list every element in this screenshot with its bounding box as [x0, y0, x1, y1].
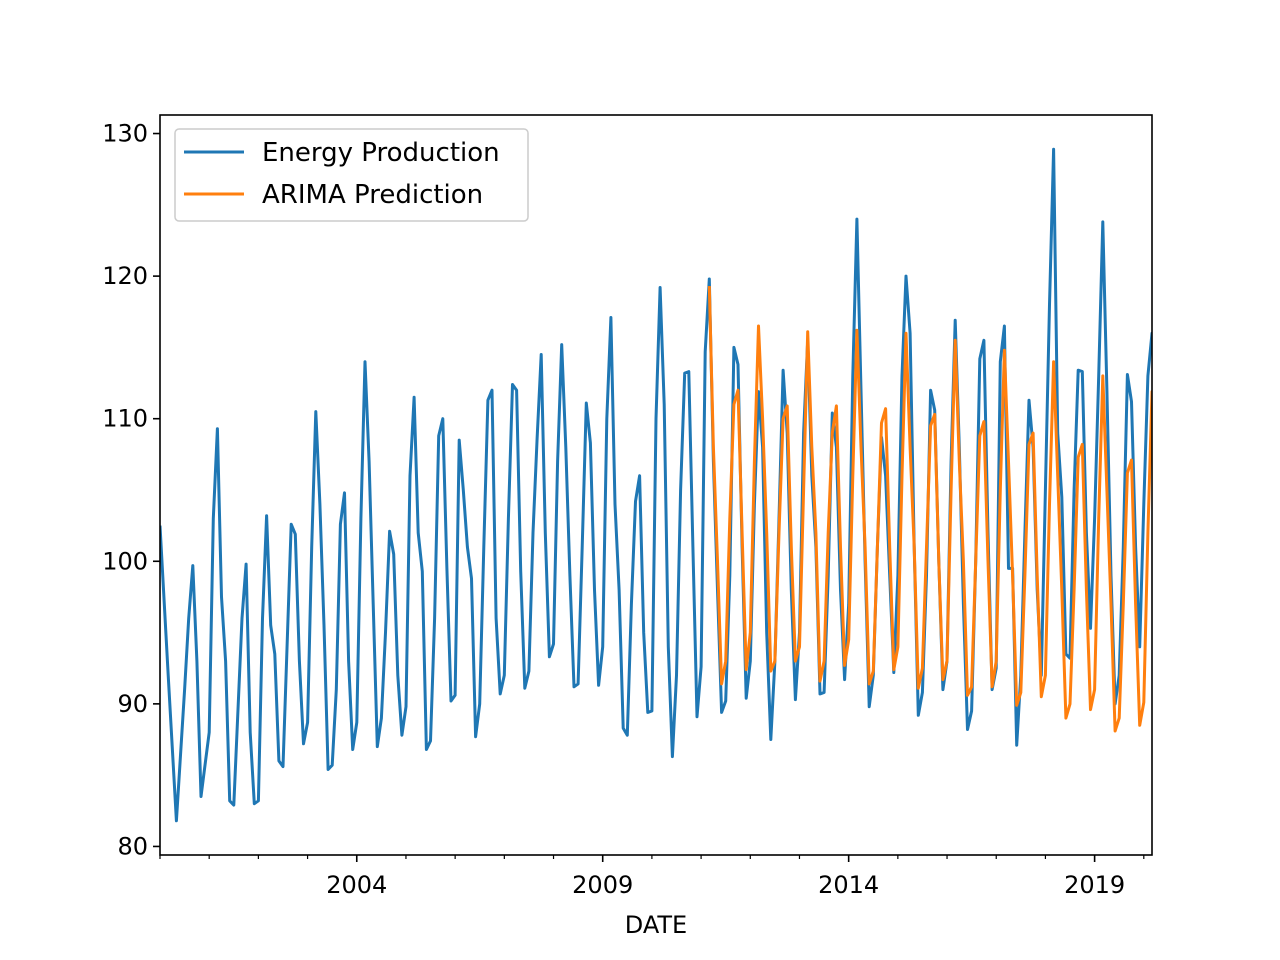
legend-label-arima-prediction: ARIMA Prediction: [262, 180, 483, 210]
y-tick-label: 90: [117, 690, 148, 718]
axis-layer: 80 90 100 110 120 130 2004 2009 2014 2019: [102, 120, 1145, 899]
legend-label-energy-production: Energy Production: [262, 138, 500, 168]
y-tick-label: 120: [102, 262, 148, 290]
x-tick-label: 2019: [1064, 871, 1125, 899]
y-tick-label: 100: [102, 547, 148, 575]
y-tick-label: 130: [102, 120, 148, 148]
legend-box: [174, 128, 529, 222]
y-tick-label: 80: [117, 832, 148, 860]
plot-frame: [159, 114, 1153, 856]
series-line-arima-prediction: [707, 286, 1152, 733]
legend: Energy Production ARIMA Prediction: [174, 128, 529, 222]
x-tick-label: 2004: [326, 871, 387, 899]
x-axis-label: DATE: [625, 911, 687, 939]
x-tick-label: 2009: [572, 871, 633, 899]
series-layer: [160, 147, 1152, 823]
y-tick-label: 110: [102, 405, 148, 433]
x-tick-label: 2014: [818, 871, 879, 899]
